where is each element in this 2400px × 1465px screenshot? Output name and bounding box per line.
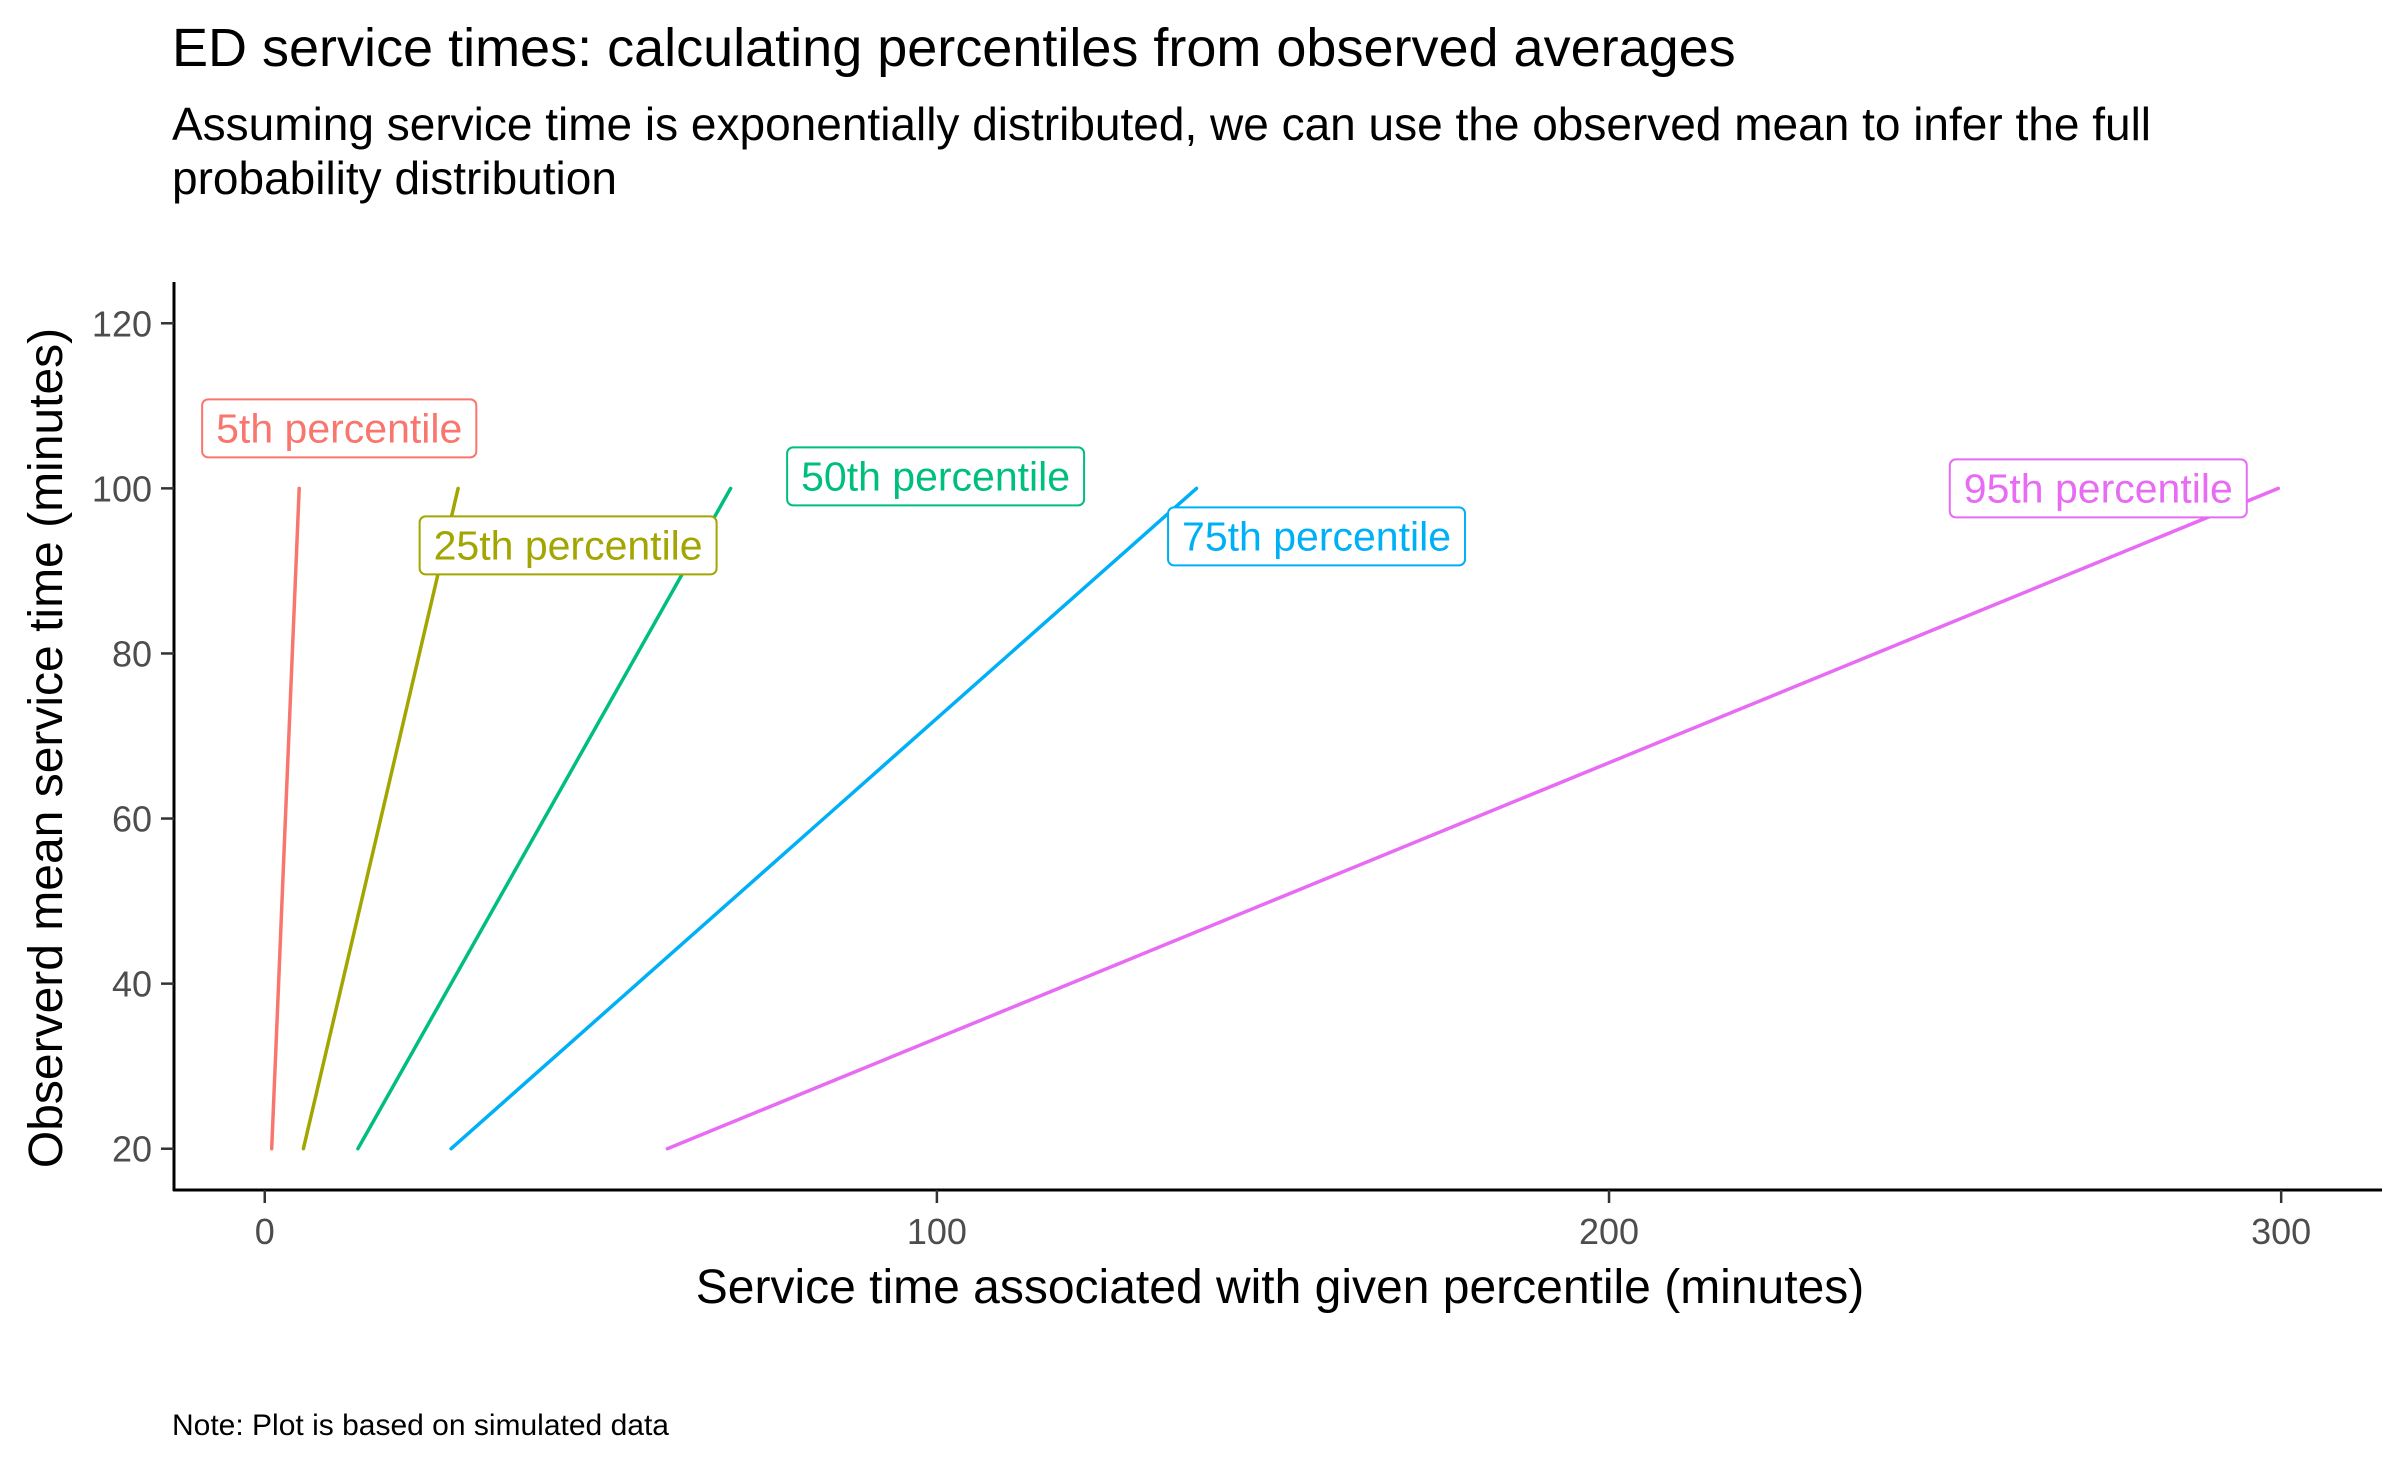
series-label-text: 50th percentile (801, 453, 1070, 499)
axes: 0 100 200 300 20 40 60 80 100 120 (92, 282, 2382, 1252)
series-label: 25th percentile (418, 515, 718, 576)
series-line (356, 486, 733, 1151)
series-label-text: 75th percentile (1182, 513, 1451, 559)
series-label-box (201, 398, 478, 459)
series-label: 95th percentile (1948, 458, 2248, 519)
series-label-text: 25th percentile (434, 522, 703, 568)
chart-subtitle-line-1: Assuming service time is exponentially d… (172, 98, 2151, 150)
series-lines (269, 486, 2281, 1151)
series-line (269, 486, 301, 1151)
y-tick-label: 60 (112, 799, 152, 840)
y-tick-label: 120 (92, 303, 152, 344)
x-tick-label: 300 (2251, 1211, 2311, 1252)
y-tick-label: 100 (92, 468, 152, 509)
x-tick-label: 0 (255, 1211, 275, 1252)
chart-subtitle-line-2: probability distribution (172, 152, 617, 204)
series-label: 50th percentile (786, 446, 1086, 507)
series-label-text: 95th percentile (1964, 465, 2233, 511)
series-line (449, 486, 1199, 1151)
series-label-box (1948, 458, 2248, 519)
x-tick-label: 200 (1579, 1211, 1639, 1252)
series-label: 75th percentile (1167, 506, 1467, 567)
series-label-text: 5th percentile (216, 405, 462, 451)
series-line (301, 486, 460, 1151)
y-tick-label: 40 (112, 964, 152, 1005)
series-label-box (1167, 506, 1467, 567)
y-tick-label: 80 (112, 633, 152, 674)
x-axis-title: Service time associated with given perce… (696, 1261, 1865, 1314)
series-label: 5th percentile (201, 398, 478, 459)
series-label-box (418, 515, 718, 576)
y-tick-label: 20 (112, 1129, 152, 1170)
series-line (665, 486, 2281, 1151)
chart-title: ED service times: calculating percentile… (172, 18, 1736, 78)
chart-caption: Note: Plot is based on simulated data (172, 1409, 669, 1442)
y-axis-title: Observerd mean service time (minutes) (20, 328, 73, 1168)
x-tick-label: 100 (907, 1211, 967, 1252)
series-labels: 5th percentile 25th percentile 50th percen… (201, 398, 2248, 576)
series-label-box (786, 446, 1086, 507)
